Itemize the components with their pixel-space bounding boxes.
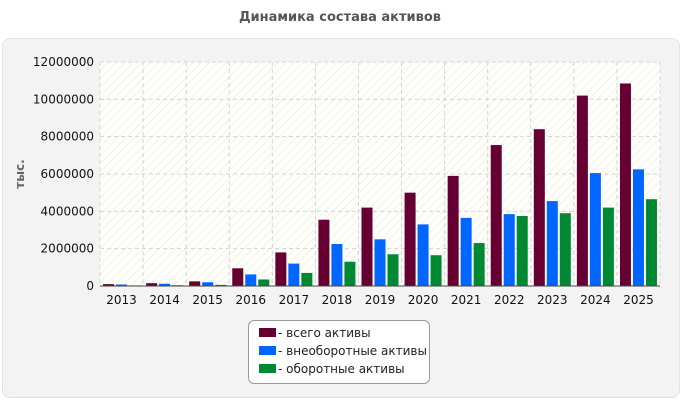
bar-2018-series-1 [331,244,343,286]
bar-2025-series-2 [645,199,657,286]
legend-swatch [259,346,276,355]
y-tick-label: 6000000 [41,167,94,181]
y-tick-label: 0 [86,279,94,293]
legend-label: - всего активы [278,326,371,340]
y-tick-labels: 0 2000000 4000000 6000000 8000000 10000000 120… [33,55,94,293]
bar-2022-series-2 [516,216,528,286]
bar-2018-series-2 [344,261,356,286]
x-tick-label: 2020 [408,293,439,307]
y-tick-label: 10000000 [33,92,94,106]
bar-2014-series-1 [159,283,171,286]
x-tick-label: 2021 [451,293,482,307]
bar-2020-series-1 [417,224,429,286]
bar-2021-series-2 [473,243,485,286]
bar-2024-series-0 [576,95,588,286]
bar-2015-series-2 [215,284,227,286]
bar-2022-series-1 [503,214,515,286]
bar-2021-series-0 [447,175,459,286]
bar-2025-series-0 [619,83,631,286]
y-tick-label: 2000000 [41,242,94,256]
bar-2014-series-0 [146,283,158,286]
x-tick-label: 2014 [149,293,180,307]
legend-item: - внеоборотные активы [259,344,427,358]
legend-label: - внеоборотные активы [278,344,427,358]
legend-label: - оборотные активы [278,362,405,376]
bar-2020-series-2 [430,255,442,286]
bar-2013-series-1 [116,284,128,286]
x-tick-label: 2022 [494,293,525,307]
bar-2022-series-0 [490,145,502,286]
bar-2016-series-2 [258,279,270,286]
bar-2017-series-1 [288,263,300,286]
x-tick-labels: 2013 2014 2015 2016 2017 2018 2019 2020 2021 2022… [106,293,653,307]
x-tick-label: 2019 [365,293,396,307]
bar-2024-series-1 [589,173,601,286]
bar-2025-series-1 [632,169,644,286]
grid-lines [99,61,661,286]
x-tick-label: 2018 [322,293,353,307]
bar-2018-series-0 [318,219,330,286]
legend-item: - всего активы [259,326,371,340]
x-tick-label: 2016 [235,293,266,307]
x-tick-label: 2013 [106,293,137,307]
bar-2019-series-0 [361,207,373,286]
x-tick-label: 2017 [279,293,310,307]
bar-2020-series-0 [404,192,416,286]
bars-group [103,83,657,286]
bar-2021-series-1 [460,217,472,286]
bar-2015-series-1 [202,282,214,286]
bar-2017-series-2 [301,272,313,286]
y-tick-label: 12000000 [33,55,94,69]
bar-2017-series-0 [275,252,287,286]
x-tick-label: 2024 [580,293,611,307]
bar-2019-series-1 [374,239,386,286]
y-axis-label: тыс. [13,159,27,188]
x-tick-label: 2025 [623,293,654,307]
legend-swatch [259,328,276,337]
bar-2019-series-2 [387,254,399,286]
y-tick-label: 8000000 [41,130,94,144]
bar-2016-series-0 [232,268,244,286]
legend-item: - оборотные активы [259,362,405,376]
x-tick-label: 2015 [192,293,223,307]
bar-2016-series-1 [245,274,257,286]
chart-title: Динамика состава активов [238,10,442,25]
bar-2024-series-2 [602,207,614,286]
legend-swatch [259,364,276,373]
bar-2015-series-0 [189,281,201,286]
bar-2023-series-0 [533,129,545,286]
bar-2023-series-2 [559,213,571,286]
x-tick-label: 2023 [537,293,568,307]
bar-2023-series-1 [546,201,558,286]
y-tick-label: 4000000 [41,204,94,218]
bar-2013-series-0 [103,284,115,286]
chart-legend: - всего активы - внеоборотные активы - обо… [248,320,430,384]
